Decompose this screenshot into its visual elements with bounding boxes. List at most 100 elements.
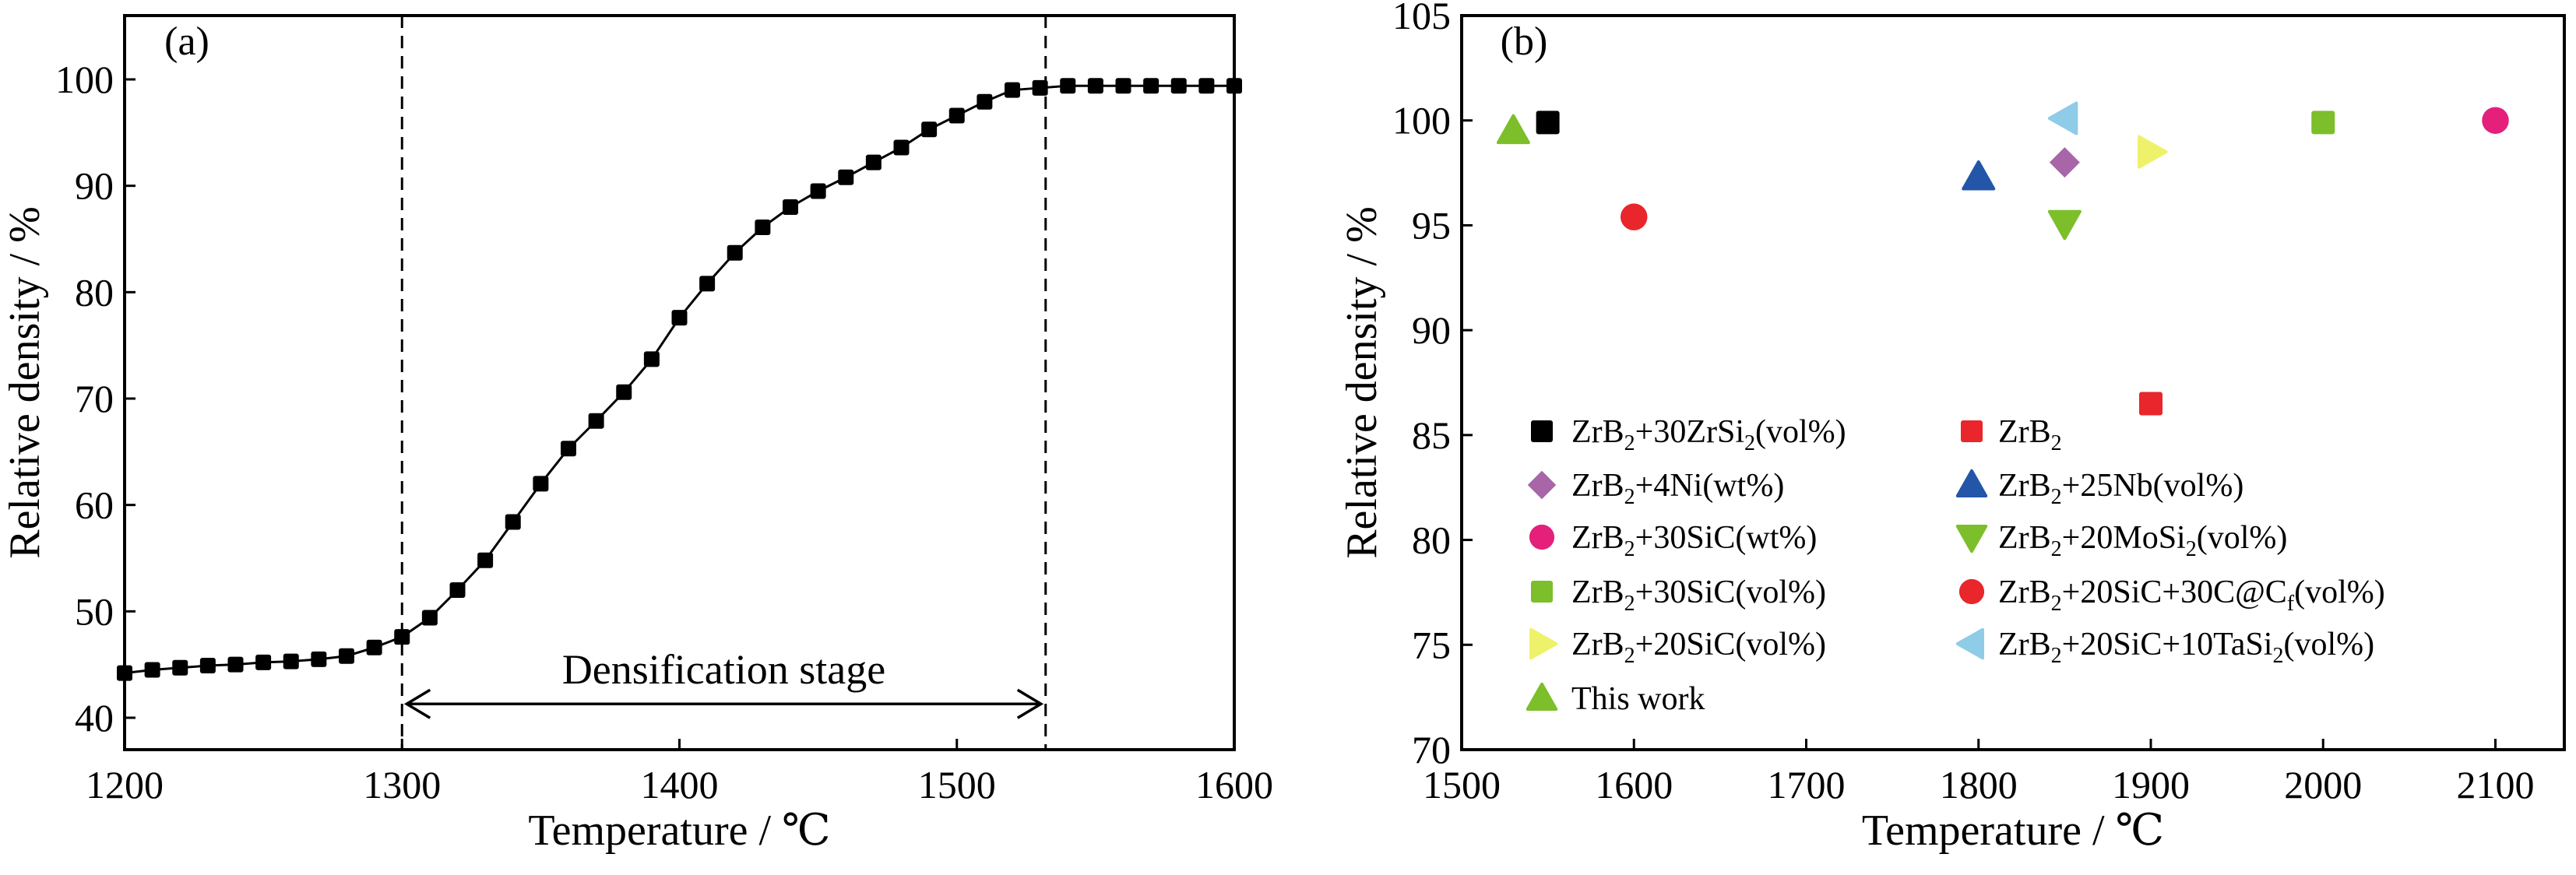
- a-data-point: [1115, 78, 1131, 94]
- a-annotation-label: Densification stage: [562, 646, 885, 693]
- a-data-point: [311, 651, 327, 667]
- a-data-point: [283, 653, 299, 669]
- a-data-point: [1060, 78, 1076, 94]
- a-data-point: [505, 514, 521, 530]
- b-data-point: [1962, 160, 1996, 191]
- b-data-point: [2049, 147, 2080, 178]
- a-data-point: [477, 552, 494, 568]
- a-y-tick-label: 100: [55, 58, 114, 101]
- b-data-point: [1496, 114, 1530, 145]
- a-data-point: [1198, 78, 1215, 94]
- chart-b: 1500 1600 1700 1800 1900 2000 2100 70 75 80 85 90 95…: [1338, 0, 2566, 855]
- b-y-tick-label: 85: [1412, 413, 1451, 457]
- a-panel-label: (a): [164, 19, 209, 64]
- b-y-tick-label: 105: [1392, 0, 1451, 37]
- a-x-tick-label: 1300: [363, 763, 441, 806]
- b-y-tick-label: 80: [1412, 518, 1451, 562]
- a-data-point: [671, 310, 688, 326]
- b-legend-marker: [1531, 420, 1553, 442]
- b-x-tick-label: 1600: [1595, 763, 1673, 806]
- b-legend-label: This work: [1571, 681, 1705, 717]
- a-y-tick-label: 60: [75, 483, 114, 527]
- b-legend-marker: [1955, 469, 1988, 497]
- a-data-point: [616, 384, 632, 400]
- a-data-point: [1170, 78, 1187, 94]
- a-annotation-arrowhead-right: [1016, 688, 1044, 719]
- b-legend-label: ZrB2+20SiC+10TaSi2(vol%): [1998, 627, 2374, 668]
- b-legend-label: ZrB2+30SiC(wt%): [1571, 520, 1817, 561]
- b-data-point: [1536, 111, 1560, 135]
- a-annotation-arrowhead-left: [403, 688, 431, 719]
- a-series-line: [124, 84, 1234, 675]
- a-x-tick-label: 1600: [1195, 763, 1273, 806]
- b-x-tick-label: 1800: [1940, 763, 2018, 806]
- a-data-point: [755, 219, 771, 235]
- b-y-tick-label: 100: [1392, 99, 1451, 142]
- a-x-axis-label: Temperature / ℃: [528, 806, 830, 855]
- b-legend-label: ZrB2+4Ni(wt%): [1571, 468, 1784, 509]
- b-legend-marker: [1531, 581, 1553, 603]
- a-data-point: [366, 639, 382, 655]
- a-plot-frame: [123, 14, 1236, 751]
- a-data-point: [727, 244, 743, 261]
- b-x-tick-label: 2000: [2284, 763, 2362, 806]
- b-data-point: [2482, 107, 2509, 134]
- b-x-tick-label: 1700: [1768, 763, 1846, 806]
- a-y-axis-label: Relative density / %: [1, 206, 49, 559]
- b-legend-label: ZrB2+20MoSi2(vol%): [1998, 520, 2287, 561]
- b-data-point: [2138, 135, 2168, 169]
- b-x-axis-label: Temperature / ℃: [1862, 806, 2164, 855]
- b-plot-frame: [1460, 14, 2566, 751]
- a-y-tick-label: 50: [75, 589, 114, 633]
- b-x-tick-label: 1900: [2112, 763, 2190, 806]
- b-legend-marker: [1958, 578, 1985, 605]
- b-legend-marker: [1955, 525, 1988, 553]
- a-data-point: [810, 183, 826, 199]
- a-data-point: [643, 351, 660, 367]
- b-y-axis-label: Relative density / %: [1338, 206, 1386, 559]
- a-data-point: [921, 121, 938, 138]
- a-data-point: [172, 659, 188, 676]
- a-data-point: [449, 582, 466, 598]
- b-y-tick-label: 90: [1412, 308, 1451, 352]
- a-data-point: [948, 107, 965, 124]
- b-data-point: [2047, 209, 2082, 241]
- a-data-point: [1087, 78, 1103, 94]
- a-data-point: [394, 629, 410, 645]
- b-data-point: [1621, 203, 1648, 230]
- a-data-point: [893, 139, 910, 156]
- b-legend-marker: [1527, 470, 1557, 500]
- b-legend-marker: [1529, 627, 1558, 660]
- a-data-point: [977, 93, 993, 110]
- a-data-point: [838, 169, 854, 185]
- b-legend-label: ZrB2: [1998, 414, 2062, 455]
- a-y-tick-label: 90: [75, 164, 114, 208]
- b-x-tick-label: 1500: [1423, 763, 1501, 806]
- a-data-point: [533, 476, 549, 492]
- a-data-point: [421, 610, 438, 626]
- a-data-point: [865, 154, 882, 170]
- a-x-tick-label: 1200: [86, 763, 164, 806]
- b-legend-label: ZrB2+25Nb(vol%): [1998, 468, 2243, 509]
- b-y-tick-label: 70: [1412, 728, 1451, 771]
- a-data-point: [339, 648, 354, 664]
- b-panel-label: (b): [1501, 19, 1548, 64]
- a-data-point: [588, 413, 604, 429]
- a-data-point: [1032, 79, 1048, 96]
- a-y-tick-label: 80: [75, 270, 114, 314]
- b-legend-label: ZrB2+30SiC(vol%): [1571, 575, 1826, 616]
- a-data-point: [199, 658, 216, 674]
- a-data-point: [1226, 78, 1242, 94]
- a-data-point: [699, 276, 716, 292]
- b-legend-label: ZrB2+30ZrSi2(vol%): [1571, 414, 1846, 455]
- a-data-point: [227, 656, 244, 673]
- chart-a: 1200 1300 1400 1500 1600 40 50 60 70 80 90 100 Tempe…: [1, 14, 1273, 855]
- a-y-tick-label: 40: [75, 696, 114, 740]
- b-legend-marker: [1955, 627, 1984, 660]
- b-data-point: [2047, 101, 2078, 135]
- b-y-tick-label: 75: [1412, 623, 1451, 666]
- a-y-tick-label: 70: [75, 377, 114, 420]
- b-data-point: [2311, 111, 2335, 135]
- b-legend-label: ZrB2+20SiC+30C@Cf(vol%): [1998, 575, 2385, 616]
